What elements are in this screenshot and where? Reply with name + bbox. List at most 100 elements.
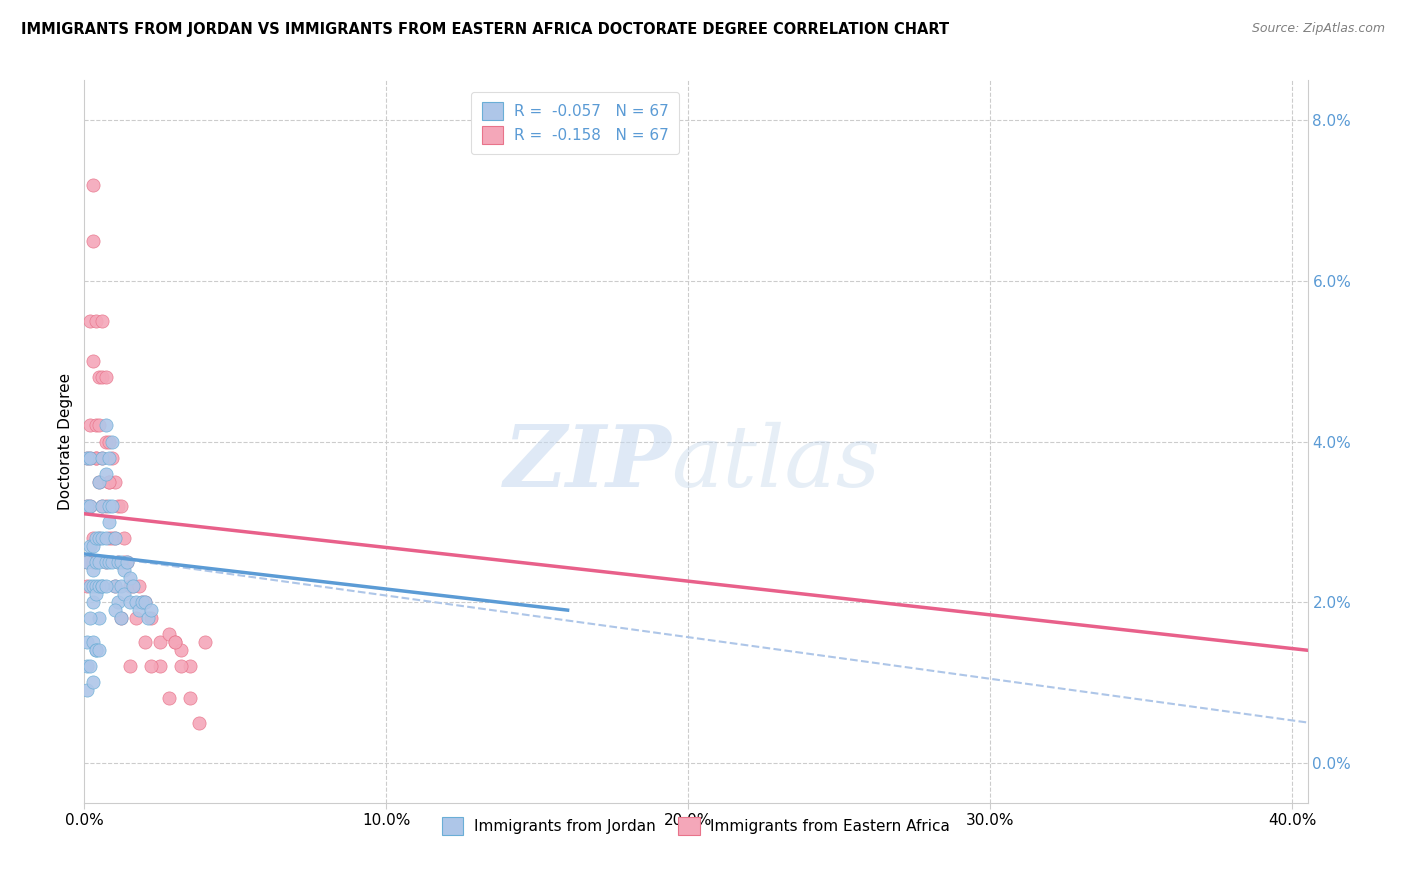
Point (76, 450, 98, 465)
Point (94, 555, 117, 569)
Point (97, 434, 120, 449)
Point (76, 635, 98, 649)
Point (79, 450, 101, 465)
Point (170, 643, 193, 657)
Point (97, 515, 120, 529)
Point (82, 579, 104, 593)
Point (115, 555, 138, 569)
Text: atlas: atlas (672, 422, 880, 505)
Point (86, 579, 108, 593)
Point (76, 555, 98, 569)
Point (76, 499, 98, 513)
Point (97, 450, 120, 465)
Point (82, 555, 104, 569)
Point (89, 531, 111, 545)
Point (82, 635, 104, 649)
Point (97, 499, 120, 513)
Point (82, 595, 104, 609)
Point (82, 539, 104, 553)
Point (107, 499, 129, 513)
Point (76, 659, 98, 673)
Point (91, 370, 114, 384)
Point (128, 579, 150, 593)
Point (91, 579, 114, 593)
Point (103, 579, 125, 593)
Point (179, 659, 201, 673)
Point (107, 595, 129, 609)
Point (79, 579, 101, 593)
Point (100, 499, 122, 513)
Point (97, 475, 120, 489)
Point (79, 539, 101, 553)
Point (118, 595, 141, 609)
Point (82, 234, 104, 248)
Point (91, 499, 114, 513)
Point (76, 683, 98, 698)
Point (89, 475, 111, 489)
Text: ZIP: ZIP (503, 421, 672, 505)
Point (121, 579, 143, 593)
Point (149, 659, 172, 673)
Point (89, 475, 111, 489)
Point (100, 450, 122, 465)
Point (82, 354, 104, 368)
Point (170, 659, 193, 673)
Text: IMMIGRANTS FROM JORDAN VS IMMIGRANTS FROM EASTERN AFRICA DOCTORATE DEGREE CORREL: IMMIGRANTS FROM JORDAN VS IMMIGRANTS FRO… (21, 22, 949, 37)
Point (110, 579, 132, 593)
Point (131, 595, 153, 609)
Point (112, 587, 135, 601)
Point (134, 635, 156, 649)
Point (86, 450, 108, 465)
Point (125, 611, 148, 625)
Point (188, 715, 211, 730)
Point (94, 467, 117, 481)
Point (76, 450, 98, 465)
Point (103, 531, 125, 545)
Point (79, 499, 101, 513)
Point (110, 611, 132, 625)
Point (89, 579, 111, 593)
Point (94, 555, 117, 569)
Point (79, 499, 101, 513)
Point (82, 531, 104, 545)
Point (118, 571, 141, 585)
Point (128, 603, 150, 617)
Point (131, 595, 153, 609)
Point (86, 531, 108, 545)
Point (157, 691, 180, 706)
Point (94, 499, 117, 513)
Point (97, 475, 120, 489)
Point (103, 531, 125, 545)
Point (89, 611, 111, 625)
Point (91, 450, 114, 465)
Point (100, 555, 122, 569)
Point (86, 555, 108, 569)
Point (149, 635, 172, 649)
Point (91, 314, 114, 328)
Point (112, 555, 135, 569)
Point (157, 627, 180, 641)
Point (91, 499, 114, 513)
Point (79, 450, 101, 465)
Point (86, 587, 108, 601)
Point (76, 579, 98, 593)
Point (194, 635, 217, 649)
Point (139, 603, 162, 617)
Point (121, 579, 143, 593)
Point (94, 418, 117, 433)
Point (115, 555, 138, 569)
Point (86, 643, 108, 657)
Point (79, 611, 101, 625)
Point (91, 579, 114, 593)
Point (86, 314, 108, 328)
Point (100, 531, 122, 545)
Point (86, 418, 108, 433)
Point (100, 434, 122, 449)
Point (110, 555, 132, 569)
Point (94, 370, 117, 384)
Point (79, 418, 101, 433)
Point (94, 434, 117, 449)
Point (97, 555, 120, 569)
Point (134, 595, 156, 609)
Point (110, 611, 132, 625)
